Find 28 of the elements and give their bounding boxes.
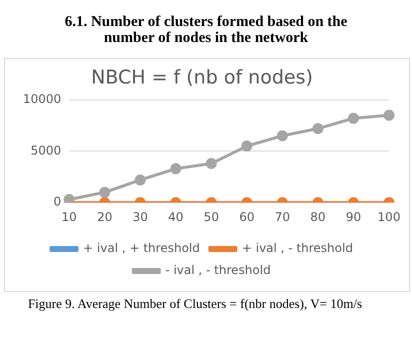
point [312,123,324,134]
x-tick-label: 70 [274,210,290,224]
x-tick-label: 50 [204,210,219,224]
point [206,158,217,170]
chart-title: NBCH = f (nb of nodes) [91,66,313,88]
x-tick-label: 10 [62,210,77,224]
legend-label: + ival , - threshold [242,241,353,256]
point [134,174,146,186]
y-tick-label: 5000 [30,143,62,158]
x-tick-label: 80 [310,210,326,224]
point [64,194,75,203]
point [384,110,394,121]
point [276,130,288,142]
legend-label: - ival , - threshold [165,263,271,278]
text: 6.1. Number of clusters formed based on the number of nodes in the network [64,13,348,46]
y-tick-label: 10000 [22,92,62,106]
x-tick-label: 60 [239,210,254,224]
x-tick-label: 100 [378,210,400,224]
point [348,112,359,124]
x-tick-label: 40 [168,210,184,224]
x-tick-label: 30 [132,210,148,224]
x-tick-label: 20 [97,210,112,224]
caption: Figure 9. Average Number of Clusters = f(nbr nodes), V= 10m/s [26,296,364,311]
legend-label: + ival , + threshold [83,241,200,256]
point [241,140,252,152]
x-tick-label: 90 [346,210,362,224]
point [170,163,182,174]
y-tick-label: 0 [54,194,62,209]
